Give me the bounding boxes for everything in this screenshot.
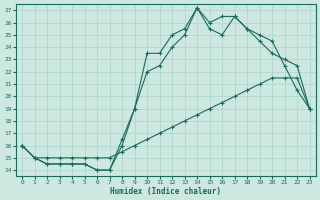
X-axis label: Humidex (Indice chaleur): Humidex (Indice chaleur)	[110, 187, 221, 196]
